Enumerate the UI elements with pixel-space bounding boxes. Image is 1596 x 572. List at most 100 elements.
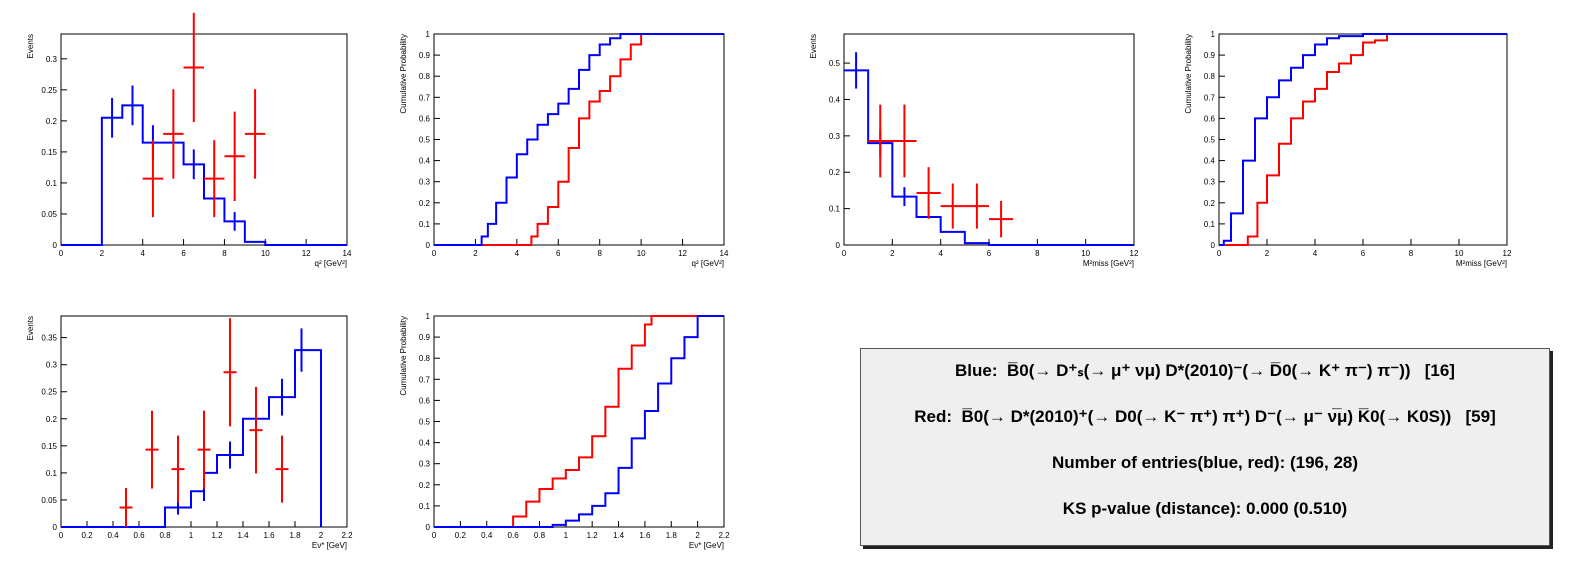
legend-blue-line: Blue: B̅0(→ D⁺ₛ(→ μ⁺ νμ) D*(2010)⁻(→ D̅0… <box>861 361 1549 381</box>
blue-histogram-series <box>61 104 347 246</box>
y-tick-label: 0.2 <box>46 117 58 126</box>
x-tick-label: 14 <box>720 249 729 258</box>
x-tick-label: 10 <box>1081 249 1090 258</box>
legend-red-count: [59] <box>1465 407 1496 426</box>
legend-red-decay: B̅0(→ D*(2010)⁺(→ D0(→ K⁻ π⁺) π⁺) D⁻(→ μ… <box>961 407 1452 426</box>
x-tick-label: 8 <box>222 249 227 258</box>
y-axis-label: Events <box>26 34 35 58</box>
y-tick-label: 0.6 <box>419 396 431 405</box>
y-tick-label: 0.5 <box>829 59 841 68</box>
blue-histogram-series <box>844 69 1134 246</box>
y-tick-label: 0.4 <box>829 95 841 104</box>
x-tick-label: 1.6 <box>639 531 651 540</box>
x-tick-label: 2 <box>695 531 700 540</box>
y-tick-label: 0.2 <box>829 168 841 177</box>
y-tick-label: 0.6 <box>1204 114 1216 123</box>
x-tick-label: 1.6 <box>263 531 275 540</box>
x-tick-label: 0 <box>432 249 437 258</box>
y-tick-label: 0.4 <box>1204 157 1216 166</box>
x-tick-label: 12 <box>1503 249 1512 258</box>
y-tick-label: 0.1 <box>46 179 58 188</box>
y-tick-label: 0.8 <box>1204 72 1216 81</box>
x-tick-label: 1.2 <box>211 531 223 540</box>
y-tick-label: 0.1 <box>419 502 431 511</box>
y-tick-label: 0.5 <box>1204 136 1216 145</box>
y-tick-label: 0.3 <box>46 361 58 370</box>
x-tick-label: 12 <box>678 249 687 258</box>
x-tick-label: 2 <box>890 249 895 258</box>
x-axis-label: q² [GeV²] <box>692 259 724 268</box>
y-axis-label: Events <box>26 316 35 340</box>
x-tick-label: 14 <box>343 249 352 258</box>
y-tick-label: 0 <box>426 523 431 532</box>
y-tick-label: 0.5 <box>419 136 431 145</box>
x-tick-label: 0 <box>59 531 64 540</box>
x-tick-label: 0.4 <box>481 531 493 540</box>
x-tick-label: 10 <box>261 249 270 258</box>
legend-entries: Number of entries(blue, red): (196, 28) <box>1051 453 1359 472</box>
y-tick-label: 0.7 <box>419 375 431 384</box>
y-tick-label: 0.2 <box>419 199 431 208</box>
blue-cdf-series <box>1219 33 1507 246</box>
x-tick-label: 2 <box>319 531 324 540</box>
plot-frame <box>60 315 348 528</box>
y-tick-label: 0.1 <box>46 469 58 478</box>
x-tick-label: 8 <box>1409 249 1414 258</box>
x-tick-label: 0.2 <box>81 531 93 540</box>
plot-frame <box>433 315 725 528</box>
y-axis-label: Cumulative Probability <box>399 34 408 114</box>
x-axis-label: M²miss [GeV²] <box>1083 259 1134 268</box>
legend-blue-decay: B̅0(→ D⁺ₛ(→ μ⁺ νμ) D*(2010)⁻(→ D̅0(→ K⁺ … <box>1006 361 1411 380</box>
legend-blue-label: Blue: <box>955 361 998 380</box>
y-tick-label: 0.1 <box>1204 220 1216 229</box>
y-tick-label: 0.15 <box>41 148 57 157</box>
y-tick-label: 0 <box>53 523 58 532</box>
y-tick-label: 0.3 <box>1204 178 1216 187</box>
legend-red-line: Red: B̅0(→ D*(2010)⁺(→ D0(→ K⁻ π⁺) π⁺) D… <box>861 407 1549 427</box>
y-tick-label: 1 <box>426 312 431 321</box>
y-axis-label: Cumulative Probability <box>1184 34 1193 114</box>
chart-2: 0 2 4 6 8 10 12 14 0 0.1 0.2 0.3 0.4 0.5 0.6 0.7 0.8 0.9 1… <box>399 30 729 268</box>
x-tick-label: 12 <box>302 249 311 258</box>
x-tick-label: 1 <box>564 531 569 540</box>
x-tick-label: 4 <box>140 249 145 258</box>
x-tick-label: 0.8 <box>159 531 171 540</box>
y-tick-label: 0.35 <box>41 334 57 343</box>
y-tick-label: 0.5 <box>419 418 431 427</box>
y-tick-label: 0.8 <box>419 72 431 81</box>
x-tick-label: 1.8 <box>289 531 301 540</box>
x-tick-label: 0.8 <box>534 531 546 540</box>
chart-4: 0 2 4 6 8 10 12 0 0.1 0.2 0.3 0.4 0.5 0.6 0.7 0.8 0.9 1 M²… <box>1184 30 1512 268</box>
y-tick-label: 0.3 <box>46 55 58 64</box>
y-tick-label: 0.9 <box>419 51 431 60</box>
y-tick-label: 0.9 <box>1204 51 1216 60</box>
x-tick-label: 1.8 <box>666 531 678 540</box>
x-axis-label: Eν* [GeV] <box>689 541 724 550</box>
x-tick-label: 0.2 <box>455 531 467 540</box>
y-tick-label: 0.1 <box>419 220 431 229</box>
x-axis-label: M²miss [GeV²] <box>1456 259 1507 268</box>
y-tick-label: 1 <box>426 30 431 39</box>
x-tick-label: 2 <box>100 249 105 258</box>
x-tick-label: 4 <box>515 249 520 258</box>
y-tick-label: 1 <box>1211 30 1216 39</box>
y-axis-label: Events <box>809 34 818 58</box>
x-tick-label: 8 <box>597 249 602 258</box>
x-tick-label: 6 <box>1361 249 1366 258</box>
y-tick-label: 0.4 <box>419 439 431 448</box>
legend-box: Blue: B̅0(→ D⁺ₛ(→ μ⁺ νμ) D*(2010)⁻(→ D̅0… <box>860 348 1550 546</box>
y-tick-label: 0.8 <box>419 354 431 363</box>
y-tick-label: 0 <box>53 241 58 250</box>
legend-blue-count: [16] <box>1424 361 1455 380</box>
x-tick-label: 4 <box>938 249 943 258</box>
x-axis-label: Eν* [GeV] <box>312 541 347 550</box>
red-cdf-series <box>1219 33 1507 246</box>
y-tick-label: 0.25 <box>41 86 57 95</box>
y-tick-label: 0.2 <box>419 481 431 490</box>
y-tick-label: 0 <box>1211 241 1216 250</box>
y-tick-label: 0.9 <box>419 333 431 342</box>
x-tick-label: 8 <box>1035 249 1040 258</box>
x-tick-label: 0 <box>1217 249 1222 258</box>
y-tick-label: 0.3 <box>419 178 431 187</box>
blue-cdf-series <box>434 315 724 528</box>
